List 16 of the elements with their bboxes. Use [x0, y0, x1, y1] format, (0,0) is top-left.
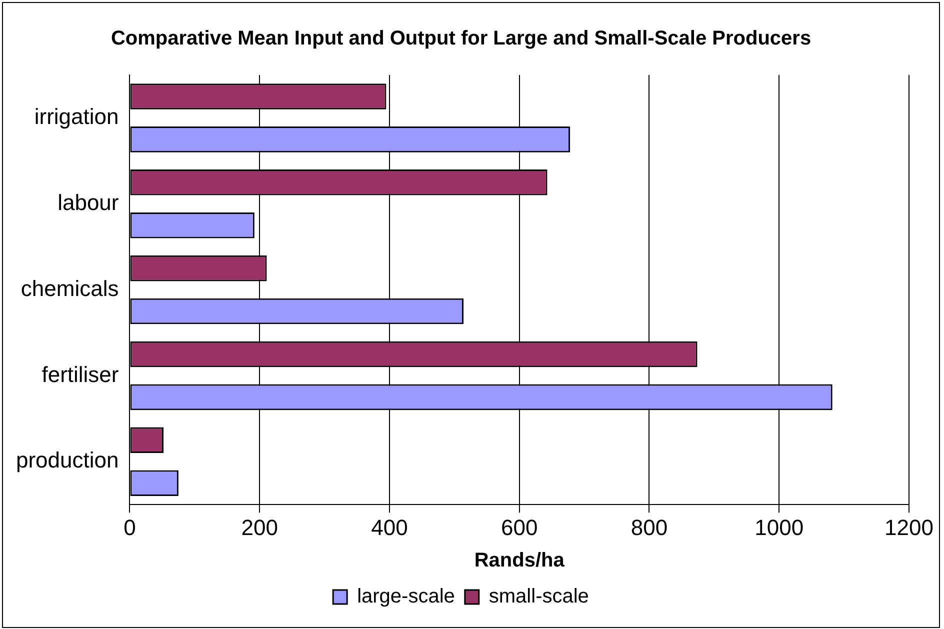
y-tick-label: labour	[58, 190, 119, 215]
y-tick-label: production	[16, 448, 119, 473]
legend-label: large-scale	[357, 586, 455, 608]
y-tick-label: chemicals	[20, 276, 119, 301]
x-tick-label: 400	[371, 514, 408, 540]
x-tick-label: 1000	[754, 514, 804, 540]
x-tick-label: 800	[630, 514, 668, 540]
chart-title: Comparative Mean Input and Output for Large and Small-Scale Producers	[110, 28, 812, 50]
x-axis-title: Rands/ha	[474, 550, 566, 572]
y-tick-label: fertiliser	[42, 362, 119, 387]
x-tick-label: 600	[501, 514, 538, 540]
x-tick-label: 0	[124, 514, 136, 540]
x-tick-label: 200	[241, 514, 278, 540]
y-tick-label: irrigation	[34, 104, 119, 130]
legend-label: small-scale	[488, 586, 589, 608]
x-tick-label: 1200	[884, 514, 934, 540]
